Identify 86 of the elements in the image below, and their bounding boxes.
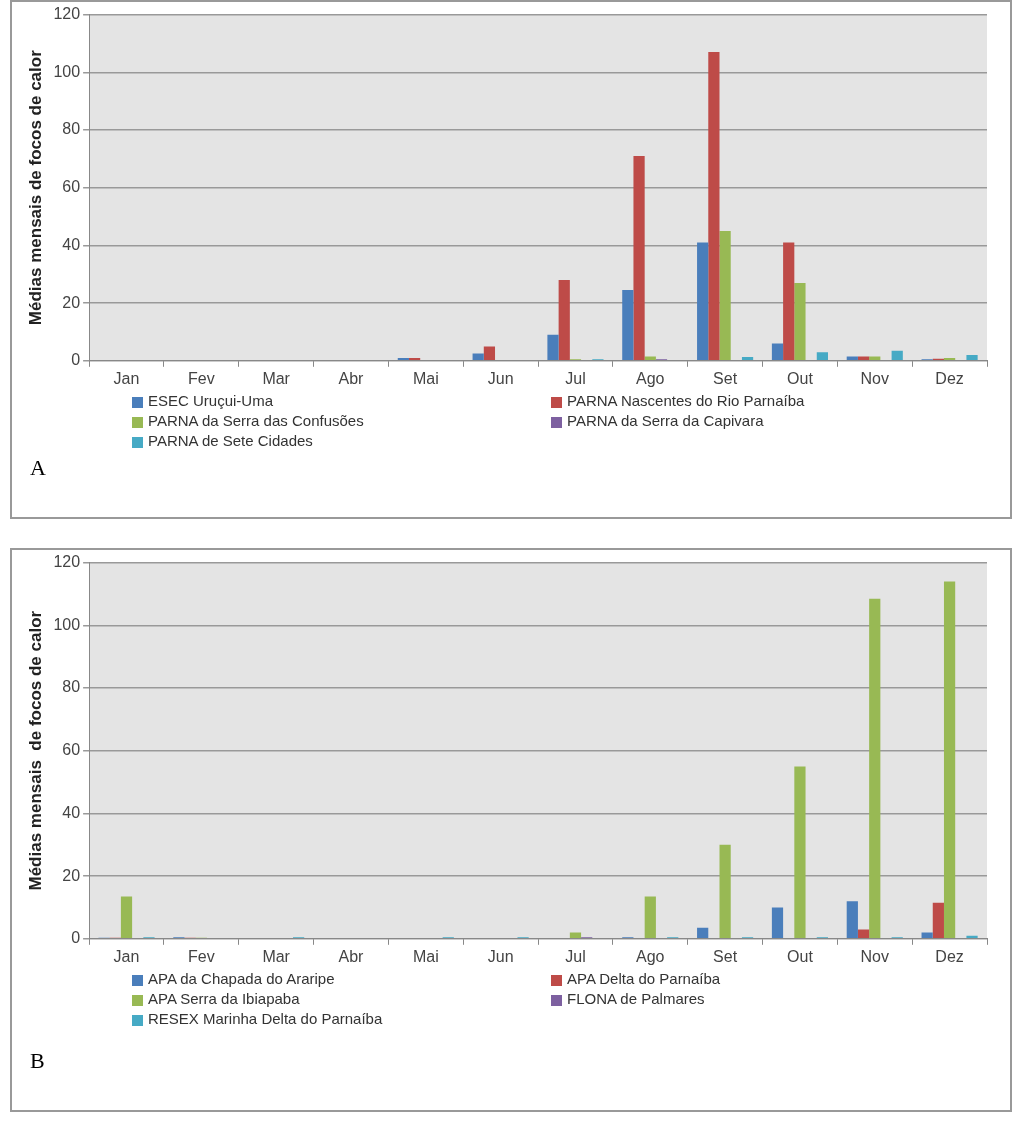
bar [741, 357, 754, 361]
x-tick-label: Abr [338, 947, 365, 965]
legend-label: APA Delta do Parnaíba [566, 970, 722, 987]
x-tick-label: Set [713, 947, 738, 965]
x-tick-label: Out [787, 369, 814, 387]
bar [644, 896, 656, 939]
bar [483, 346, 496, 361]
y-tick-label: 20 [62, 293, 81, 311]
x-tick-label: Out [787, 947, 814, 965]
x-tick-label: Dez [935, 947, 964, 965]
y-tick-label: 0 [71, 351, 81, 369]
bar [708, 52, 720, 361]
text: B [30, 1048, 45, 1074]
x-tick-label: Abr [338, 369, 365, 387]
bar [558, 280, 570, 361]
bar [869, 598, 881, 939]
y-tick-label: 0 [71, 929, 81, 947]
x-tick-label: Ago [636, 947, 665, 965]
y-tick-label: 40 [62, 803, 81, 821]
x-tick-label: Nov [860, 369, 889, 387]
bar [719, 230, 731, 361]
y-tick-label: 60 [62, 178, 81, 196]
x-tick-label: Jan [113, 369, 140, 387]
x-tick-label: Mar [262, 369, 291, 387]
y-tick-label: 80 [62, 120, 81, 138]
x-tick-label: Nov [860, 947, 889, 965]
bar [846, 901, 858, 939]
bar [816, 352, 828, 361]
x-tick-label: Jul [565, 369, 586, 387]
bar [771, 907, 784, 939]
x-tick-label: Fev [188, 369, 215, 387]
bar [869, 356, 881, 361]
bar [966, 355, 978, 361]
bar [891, 350, 903, 361]
x-tick-label: Fev [188, 947, 215, 965]
legend-label: APA da Chapada do Araripe [147, 970, 336, 987]
legend-label: ESEC Uruçui-Uma [147, 392, 275, 409]
y-tick-label: 100 [53, 615, 81, 633]
y-tick-label: 80 [62, 678, 81, 696]
x-tick-label: Dez [935, 369, 964, 387]
y-axis-title: Médias mensais de focos de calor [25, 610, 45, 891]
bar [857, 356, 870, 361]
x-tick-label: Jul [565, 947, 586, 965]
bar [943, 581, 956, 939]
bar [472, 353, 484, 361]
bar [644, 356, 656, 361]
y-tick-label: 120 [53, 5, 81, 23]
bar [783, 242, 795, 361]
bar [697, 927, 709, 939]
bar [697, 242, 709, 361]
bar [943, 357, 956, 361]
y-tick-label: 120 [53, 553, 81, 571]
x-tick-label: Mar [262, 947, 291, 965]
x-tick-label: Jun [487, 369, 514, 387]
bar [932, 902, 944, 939]
bar [397, 357, 409, 361]
y-tick-label: 60 [62, 741, 81, 759]
x-tick-label: Ago [636, 369, 665, 387]
bar [794, 282, 806, 361]
legend-label: PARNA Nascentes do Rio Parnaíba [566, 392, 806, 409]
bar [771, 343, 784, 361]
legend-label: PARNA da Serra da Capivara [566, 412, 765, 429]
bar [547, 334, 559, 361]
bar [846, 356, 858, 361]
x-tick-label: Set [713, 369, 738, 387]
y-tick-label: 40 [62, 235, 81, 253]
legend-label: PARNA de Sete Cidades [147, 432, 314, 449]
legend-label: RESEX Marinha Delta do Parnaíba [147, 1010, 384, 1027]
y-tick-label: 100 [53, 62, 81, 80]
text: A [30, 455, 46, 481]
bar [719, 844, 731, 939]
legend-label: FLONA de Palmares [566, 990, 706, 1007]
bar [408, 357, 421, 361]
x-tick-label: Jan [113, 947, 140, 965]
bar [633, 155, 645, 361]
x-tick-label: Mai [412, 369, 439, 387]
x-tick-label: Jun [487, 947, 514, 965]
bar [794, 766, 806, 939]
legend-label: APA Serra da Ibiapaba [147, 990, 301, 1007]
bar [857, 929, 870, 939]
bar [622, 290, 634, 361]
bar [120, 896, 133, 939]
legend-label: PARNA da Serra das Confusões [147, 412, 365, 429]
x-tick-label: Mai [412, 947, 439, 965]
y-tick-label: 20 [62, 866, 81, 884]
y-axis-title: Médias mensais de focos de calor [25, 49, 45, 326]
